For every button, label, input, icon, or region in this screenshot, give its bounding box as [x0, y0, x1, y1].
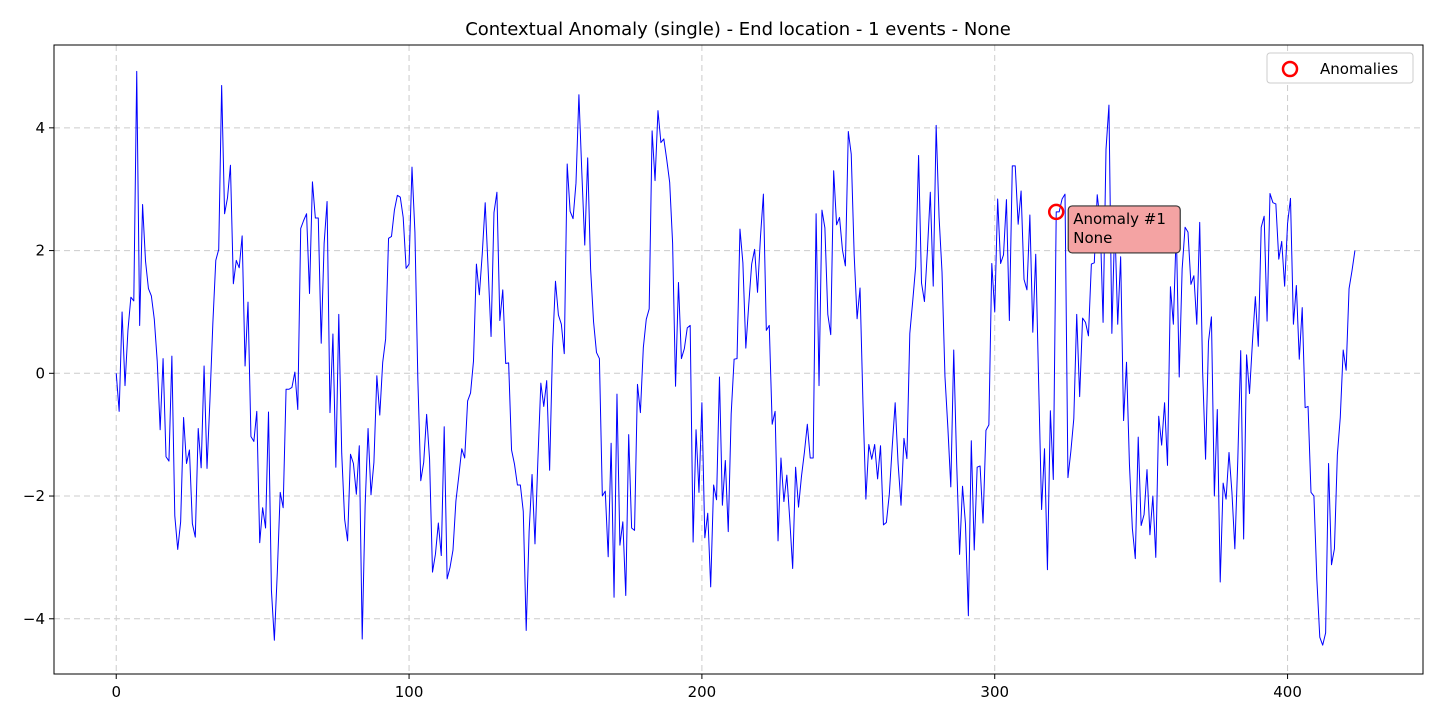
anomaly-annotation-text: Anomaly #1 None: [1073, 210, 1166, 247]
plot-area: [115, 70, 1356, 646]
legend-box: [1266, 52, 1414, 84]
x-tick-label: 0: [111, 683, 121, 701]
y-tick-label: 2: [35, 242, 45, 260]
series-line-0: [115, 70, 1356, 646]
anomaly-annotation-box: [1067, 205, 1181, 254]
anomaly-annotation-line: Anomaly #1: [1073, 210, 1166, 228]
x-axis-ticks: 0 100 200 300 400: [111, 674, 1302, 701]
x-tick-label: 400: [1273, 683, 1302, 701]
y-axis-ticks: −4 −2 0 2 4: [23, 119, 54, 628]
axes-frame: [53, 44, 1424, 675]
grid-lines: [54, 45, 1423, 674]
y-tick-label: 0: [35, 364, 45, 382]
legend-anomaly-marker: [1281, 60, 1299, 78]
legend: Anomalies: [1266, 52, 1414, 84]
y-tick-label: 4: [35, 119, 45, 137]
anomaly-marker: [1047, 203, 1065, 221]
legend-label-anomalies: Anomalies: [1320, 60, 1398, 78]
anomaly-annotation-line: None: [1073, 229, 1112, 247]
chart-title: Contextual Anomaly (single) - End locati…: [465, 19, 1011, 40]
y-tick-label: −4: [23, 610, 45, 628]
anomaly-layer: Anomaly #1 None: [1047, 203, 1181, 254]
x-tick-label: 300: [980, 683, 1009, 701]
x-tick-label: 100: [395, 683, 424, 701]
x-tick-label: 200: [688, 683, 717, 701]
y-tick-label: −2: [23, 487, 45, 505]
